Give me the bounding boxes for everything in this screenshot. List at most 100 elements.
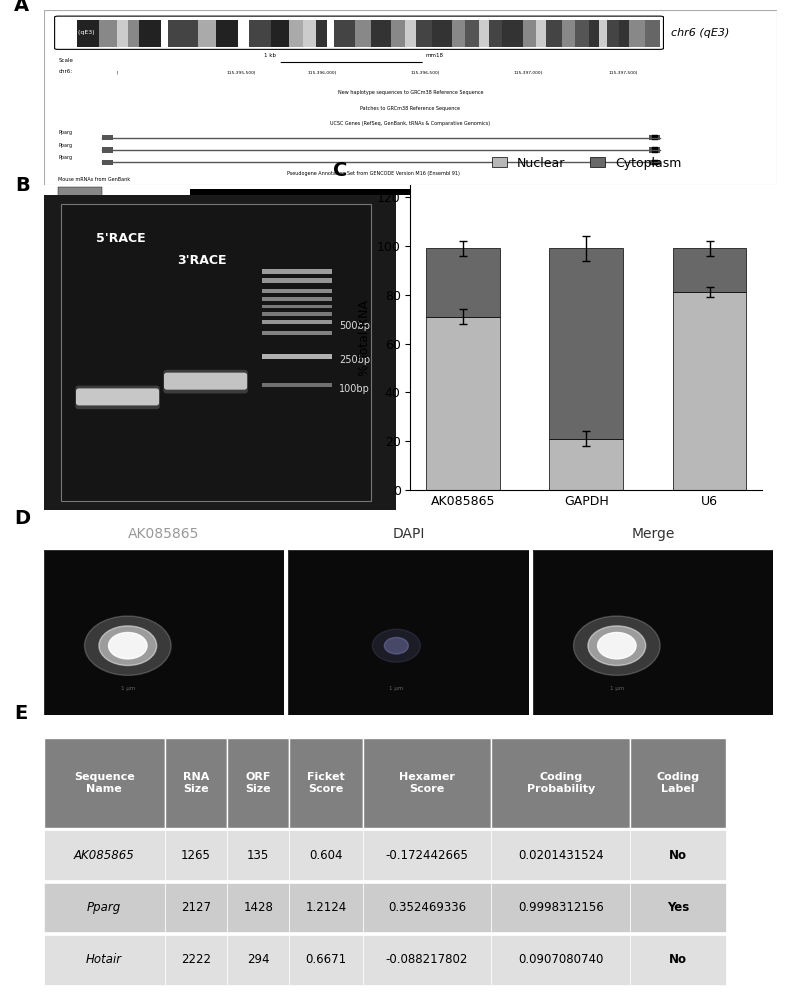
Bar: [227, 830, 289, 880]
Text: 0.6671: 0.6671: [305, 953, 347, 966]
Text: A: A: [14, 0, 29, 15]
Bar: [588, 20, 599, 47]
Bar: [646, 20, 660, 47]
Text: B: B: [15, 176, 30, 195]
Bar: [550, 439, 623, 490]
Circle shape: [99, 626, 157, 666]
Legend: Nuclear, Cytoplasm: Nuclear, Cytoplasm: [487, 152, 686, 175]
Text: Hotair: Hotair: [86, 953, 122, 966]
Bar: [44, 738, 165, 828]
Bar: [607, 20, 619, 47]
Text: No: No: [669, 953, 687, 966]
Text: Hexamer
Score: Hexamer Score: [399, 772, 455, 794]
Bar: [316, 20, 327, 47]
Bar: [427, 317, 500, 490]
Bar: [649, 160, 660, 165]
Bar: [630, 883, 726, 932]
Bar: [61, 204, 371, 501]
Text: 1428: 1428: [243, 901, 273, 914]
Bar: [491, 738, 630, 828]
Text: 2127: 2127: [181, 901, 211, 914]
Bar: [102, 135, 113, 140]
Bar: [391, 20, 404, 47]
Text: Mouse mRNAs from GenBank: Mouse mRNAs from GenBank: [59, 177, 130, 182]
Text: chr6 (qE3): chr6 (qE3): [62, 30, 94, 35]
Bar: [77, 20, 98, 47]
FancyBboxPatch shape: [76, 388, 159, 405]
Text: Pparg: Pparg: [59, 142, 72, 147]
Text: Patches to GRCm38 Reference Sequence: Patches to GRCm38 Reference Sequence: [360, 106, 461, 111]
Bar: [354, 20, 371, 47]
Text: Scale: Scale: [59, 58, 73, 64]
Text: New haplotype sequences to GRCm38 Reference Sequence: New haplotype sequences to GRCm38 Refere…: [338, 90, 483, 95]
Text: -0.088217802: -0.088217802: [385, 953, 468, 966]
Bar: [238, 20, 249, 47]
Circle shape: [385, 637, 408, 654]
Bar: [139, 20, 161, 47]
Bar: [491, 883, 630, 932]
Text: Pseudogene Annotation Set from GENCODE Version M16 (Ensembl 91): Pseudogene Annotation Set from GENCODE V…: [287, 171, 460, 176]
Text: Pparg: Pparg: [87, 901, 121, 914]
Bar: [546, 20, 562, 47]
Text: AK085865: AK085865: [128, 527, 200, 541]
Bar: [262, 312, 332, 316]
Bar: [672, 248, 746, 292]
FancyBboxPatch shape: [163, 370, 248, 393]
Text: DAPI: DAPI: [393, 527, 424, 541]
Bar: [362, 883, 491, 932]
Bar: [371, 20, 391, 47]
Bar: [362, 738, 491, 828]
Text: chr6:: chr6:: [59, 69, 72, 74]
Text: 115,395,500|: 115,395,500|: [227, 70, 256, 74]
Bar: [262, 305, 332, 308]
Bar: [262, 278, 332, 283]
Bar: [227, 935, 289, 985]
Bar: [649, 147, 660, 153]
Text: Pparg: Pparg: [59, 155, 72, 160]
Bar: [629, 20, 646, 47]
Bar: [488, 20, 502, 47]
Bar: [491, 830, 630, 880]
Bar: [289, 935, 362, 985]
Text: E: E: [14, 704, 28, 723]
Text: Coding
Label: Coding Label: [657, 772, 699, 794]
Text: 500bp: 500bp: [339, 321, 370, 331]
Bar: [102, 160, 113, 165]
Bar: [334, 20, 354, 47]
Bar: [227, 883, 289, 932]
Bar: [479, 20, 488, 47]
Bar: [630, 935, 726, 985]
Bar: [289, 830, 362, 880]
Bar: [249, 20, 271, 47]
Bar: [165, 935, 227, 985]
FancyBboxPatch shape: [55, 16, 664, 49]
Bar: [262, 320, 332, 324]
Text: Pparg: Pparg: [59, 130, 72, 135]
Text: UCSC Genes (RefSeq, GenBank, tRNAs & Comparative Genomics): UCSC Genes (RefSeq, GenBank, tRNAs & Com…: [331, 121, 490, 126]
Text: 0.9998312156: 0.9998312156: [518, 901, 603, 914]
Text: mm18: mm18: [425, 53, 443, 58]
Bar: [227, 738, 289, 828]
Circle shape: [85, 616, 171, 675]
Text: Yes: Yes: [667, 901, 689, 914]
Bar: [630, 738, 726, 828]
Text: Merge: Merge: [631, 527, 675, 541]
Bar: [271, 20, 289, 47]
Bar: [653, 135, 658, 140]
Text: 5'RACE: 5'RACE: [97, 232, 146, 245]
Text: D: D: [15, 509, 31, 528]
Text: No: No: [669, 849, 687, 862]
Bar: [117, 20, 128, 47]
Text: 0.352469336: 0.352469336: [388, 901, 466, 914]
Bar: [523, 20, 536, 47]
Bar: [168, 20, 197, 47]
Bar: [649, 135, 660, 140]
Bar: [427, 248, 500, 317]
Text: 100bp: 100bp: [339, 384, 370, 394]
Y-axis label: % Total RNA: % Total RNA: [358, 300, 371, 375]
Circle shape: [588, 626, 646, 666]
Text: ORF
Size: ORF Size: [245, 772, 271, 794]
Bar: [262, 383, 332, 387]
Bar: [289, 738, 362, 828]
Text: 1 μm: 1 μm: [121, 686, 135, 691]
